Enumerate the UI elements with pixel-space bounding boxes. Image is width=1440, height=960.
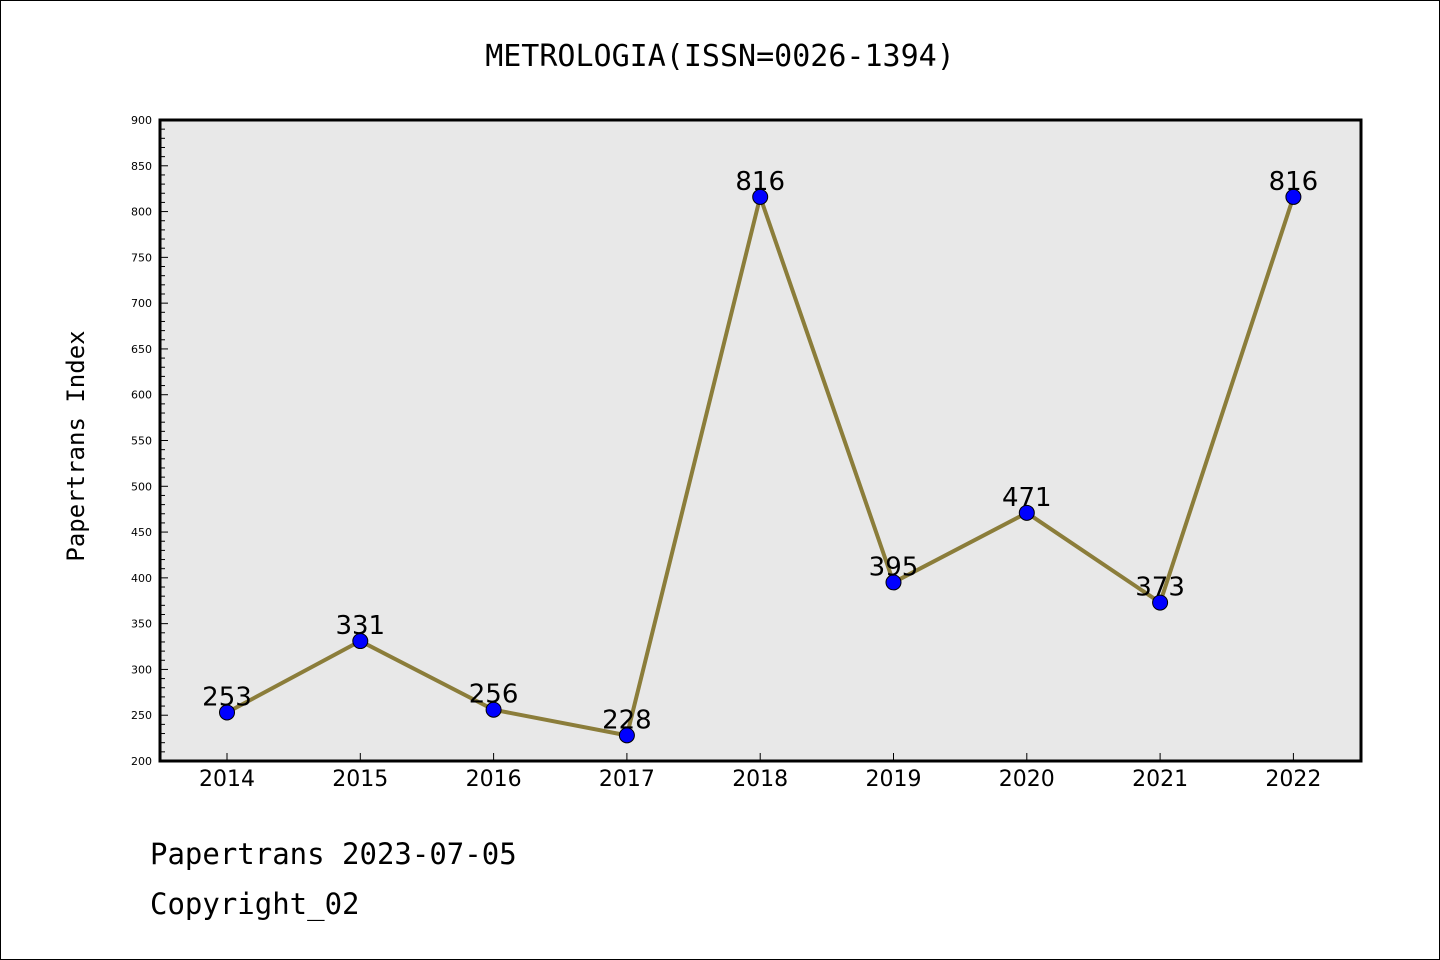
x-tick-label: 2017 bbox=[599, 767, 655, 792]
y-tick-label: 700 bbox=[131, 297, 152, 310]
y-tick-label: 250 bbox=[131, 709, 152, 722]
data-label: 471 bbox=[1002, 483, 1052, 513]
y-tick-label: 650 bbox=[131, 343, 152, 356]
footer-date: Papertrans 2023-07-05 bbox=[150, 837, 517, 871]
y-tick-label: 300 bbox=[131, 663, 152, 676]
y-tick-label: 350 bbox=[131, 618, 152, 631]
x-tick-label: 2021 bbox=[1132, 767, 1188, 792]
data-label: 228 bbox=[602, 705, 652, 735]
x-tick-label: 2015 bbox=[332, 767, 388, 792]
data-label: 395 bbox=[869, 552, 919, 582]
y-tick-label: 800 bbox=[131, 206, 152, 219]
y-tick-label: 450 bbox=[131, 526, 152, 539]
x-axis-ticks: 2014 2015 2016 2017 2018 2019 2020 2021 2022 bbox=[199, 753, 1321, 792]
y-tick-label: 600 bbox=[131, 389, 152, 402]
y-tick-label: 400 bbox=[131, 572, 152, 585]
data-point bbox=[885, 574, 902, 591]
data-point bbox=[219, 704, 235, 721]
data-label: 331 bbox=[335, 611, 385, 641]
data-point bbox=[1285, 188, 1302, 205]
data-label: 256 bbox=[469, 680, 519, 710]
data-point bbox=[752, 188, 769, 205]
x-tick-label: 2016 bbox=[466, 767, 522, 792]
y-tick-label: 900 bbox=[131, 114, 152, 127]
x-tick-label: 2018 bbox=[732, 767, 788, 792]
y-tick-label: 500 bbox=[131, 480, 152, 493]
x-tick-label: 2020 bbox=[999, 767, 1055, 792]
y-axis-ticks: 200 250 300 350 400 450 500 550 600 650 700 750 800 8… bbox=[131, 114, 168, 768]
data-point bbox=[618, 727, 635, 744]
x-tick-label: 2019 bbox=[866, 767, 922, 792]
x-tick-label: 2014 bbox=[199, 767, 255, 792]
plot-area bbox=[160, 120, 1361, 761]
y-tick-label: 750 bbox=[131, 251, 152, 264]
data-label: 373 bbox=[1135, 573, 1185, 603]
chart-title: METROLOGIA(ISSN=0026-1394) bbox=[485, 39, 955, 74]
data-label: 816 bbox=[735, 167, 785, 197]
y-tick-label: 200 bbox=[131, 755, 152, 768]
y-tick-label: 850 bbox=[131, 160, 152, 173]
data-point bbox=[485, 701, 502, 718]
footer-copyright: Copyright_02 bbox=[150, 887, 360, 922]
data-label: 253 bbox=[202, 682, 252, 712]
data-point bbox=[352, 633, 369, 650]
series-layer: 253 331 256 228 816 395 471 373 816 bbox=[202, 167, 1319, 744]
plot-border bbox=[158, 118, 1363, 763]
x-tick-label: 2022 bbox=[1265, 767, 1321, 792]
y-axis-label: Papertrans Index bbox=[62, 330, 90, 561]
data-point bbox=[1152, 594, 1169, 611]
data-point bbox=[1018, 504, 1035, 521]
data-label: 816 bbox=[1269, 167, 1319, 197]
y-tick-label: 550 bbox=[131, 435, 152, 448]
